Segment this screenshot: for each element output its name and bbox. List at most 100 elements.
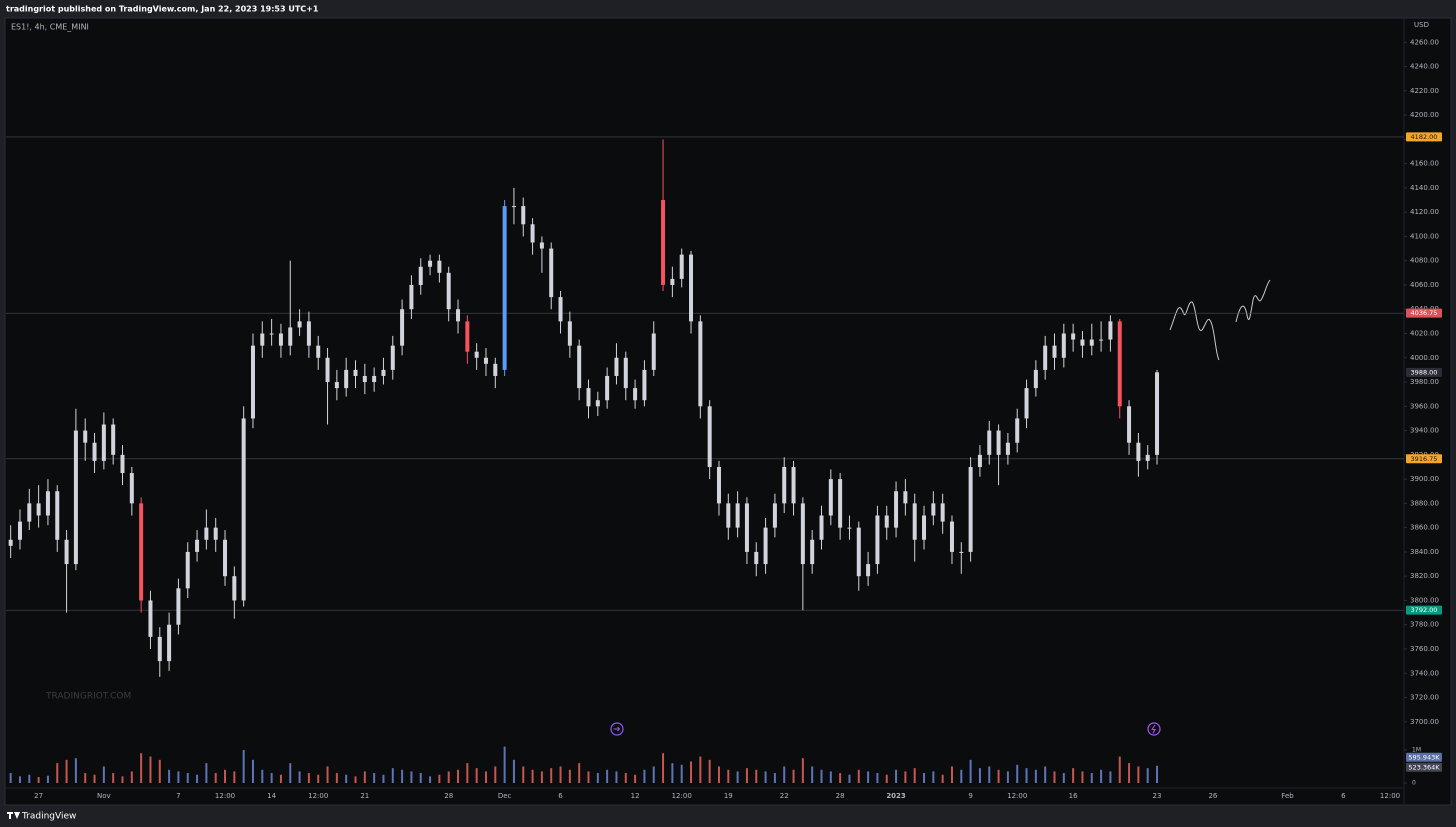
event-icon[interactable] [1147, 722, 1161, 736]
volume-bar [1072, 768, 1075, 783]
volume-bar [484, 771, 487, 783]
volume-bar [233, 771, 236, 783]
volume-bar [559, 766, 562, 783]
volume-bar [1053, 771, 1056, 783]
volume-bar [457, 769, 460, 783]
x-tick-label: 28 [836, 792, 845, 800]
candle-body [884, 515, 889, 528]
candle-body [707, 406, 712, 467]
volume-bar [373, 773, 376, 783]
x-tick-label: 27 [34, 792, 43, 800]
volume-bar [56, 763, 59, 783]
candle-body [623, 357, 628, 389]
candle-body [847, 527, 852, 529]
volume-bar [904, 771, 907, 783]
y-tick-label: 3880.00 [1410, 499, 1439, 507]
x-tick-label: Dec [498, 792, 512, 800]
y-tick-label: 3740.00 [1410, 669, 1439, 677]
x-tick-label: 19 [724, 792, 733, 800]
logo[interactable] [7, 812, 20, 819]
volume-bar [447, 771, 450, 783]
price-marker-label: 3792.00 [1411, 606, 1438, 614]
volume-bar [242, 749, 245, 783]
volume-bar [1006, 771, 1009, 783]
candle-body [83, 430, 88, 443]
volume-bar [550, 768, 553, 783]
volume-bar [93, 774, 96, 783]
x-tick-label: 9 [968, 792, 972, 800]
volume-bar [596, 773, 599, 783]
volume-bar [727, 769, 730, 783]
volume-bar [158, 759, 161, 783]
volume-bar [568, 769, 571, 783]
candle-body [670, 278, 675, 285]
candle-body [241, 418, 246, 601]
volume-bar [1137, 766, 1140, 783]
volume-bar [997, 769, 1000, 783]
candle-body [139, 503, 144, 601]
candle-body [903, 491, 908, 504]
volume-bar [960, 769, 963, 783]
candle-body [1108, 321, 1113, 340]
y-tick-label: 4240.00 [1410, 63, 1439, 71]
candle-body [120, 454, 125, 474]
volume-bar [438, 774, 441, 783]
candle-body [810, 539, 815, 565]
price-marker [1406, 454, 1442, 464]
volume-bar [335, 773, 338, 783]
candle-body [381, 369, 386, 376]
candle-body [689, 254, 694, 322]
candle-body [1043, 345, 1048, 370]
x-tick-label: Nov [97, 792, 111, 800]
candle-body [73, 430, 78, 565]
x-tick-label: 12:00 [1380, 792, 1400, 800]
header: tradingriot published on TradingView.com… [6, 5, 319, 14]
volume-bar [466, 763, 469, 783]
volume-bar [717, 766, 720, 783]
x-tick-label: Feb [1281, 792, 1294, 800]
price-marker-label: 3988.00 [1411, 368, 1438, 376]
candle-body [474, 351, 479, 358]
volume-bar [419, 773, 422, 783]
y-tick-label: 3940.00 [1410, 427, 1439, 435]
volume-bar [345, 774, 348, 783]
candle-body [325, 357, 330, 383]
candle-body [288, 327, 293, 346]
candle-body [567, 321, 572, 346]
volume-bar [969, 759, 972, 783]
candle-body [400, 309, 405, 346]
x-tick-label: 28 [444, 792, 453, 800]
volume-tick-label: 1M [1412, 746, 1421, 753]
y-tick-label: 3960.00 [1410, 402, 1439, 410]
currency: USD [1414, 21, 1429, 29]
candle-body [614, 357, 619, 376]
event-icon[interactable] [610, 722, 624, 736]
candle-body [754, 551, 759, 565]
y-tick-label: 4160.00 [1410, 160, 1439, 168]
candle-body [595, 400, 600, 407]
candle-body [791, 466, 796, 504]
candle-body [1015, 418, 1020, 443]
volume-bar [690, 761, 693, 783]
projection-path [1235, 279, 1271, 323]
candle-body [735, 503, 740, 528]
candle-body [101, 424, 106, 461]
volume-bar [74, 758, 77, 783]
volume-tick-label: 0 [1412, 780, 1416, 787]
volume-bar [708, 759, 711, 783]
candle-body [27, 503, 32, 522]
candle-body [92, 442, 97, 461]
candle-body [549, 248, 554, 298]
y-tick-label: 4260.00 [1410, 38, 1439, 46]
candle-body [1005, 442, 1010, 455]
candle-body [1117, 321, 1122, 407]
volume-bar [503, 746, 506, 783]
volume-bar [811, 766, 814, 783]
volume-bar [773, 773, 776, 783]
volume-bar [168, 769, 171, 783]
volume-bar [792, 769, 795, 783]
price-marker-label: 3916.75 [1411, 455, 1438, 463]
volume-bar [214, 773, 217, 783]
y-tick-label: 4100.00 [1410, 232, 1439, 240]
candle-body [344, 369, 349, 389]
